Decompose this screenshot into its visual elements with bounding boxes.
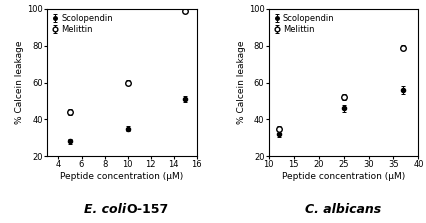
Legend: Scolopendin, Melittin: Scolopendin, Melittin xyxy=(51,13,113,34)
X-axis label: Peptide concentration (μM): Peptide concentration (μM) xyxy=(60,172,183,181)
X-axis label: Peptide concentration (μM): Peptide concentration (μM) xyxy=(281,172,404,181)
Y-axis label: % Calcein leakage: % Calcein leakage xyxy=(236,41,245,124)
Text: C. albicans: C. albicans xyxy=(305,203,381,216)
Legend: Scolopendin, Melittin: Scolopendin, Melittin xyxy=(272,13,334,34)
Y-axis label: % Calcein leakage: % Calcein leakage xyxy=(15,41,24,124)
Text: O-157: O-157 xyxy=(126,203,168,216)
Text: E. coli: E. coli xyxy=(83,203,126,216)
